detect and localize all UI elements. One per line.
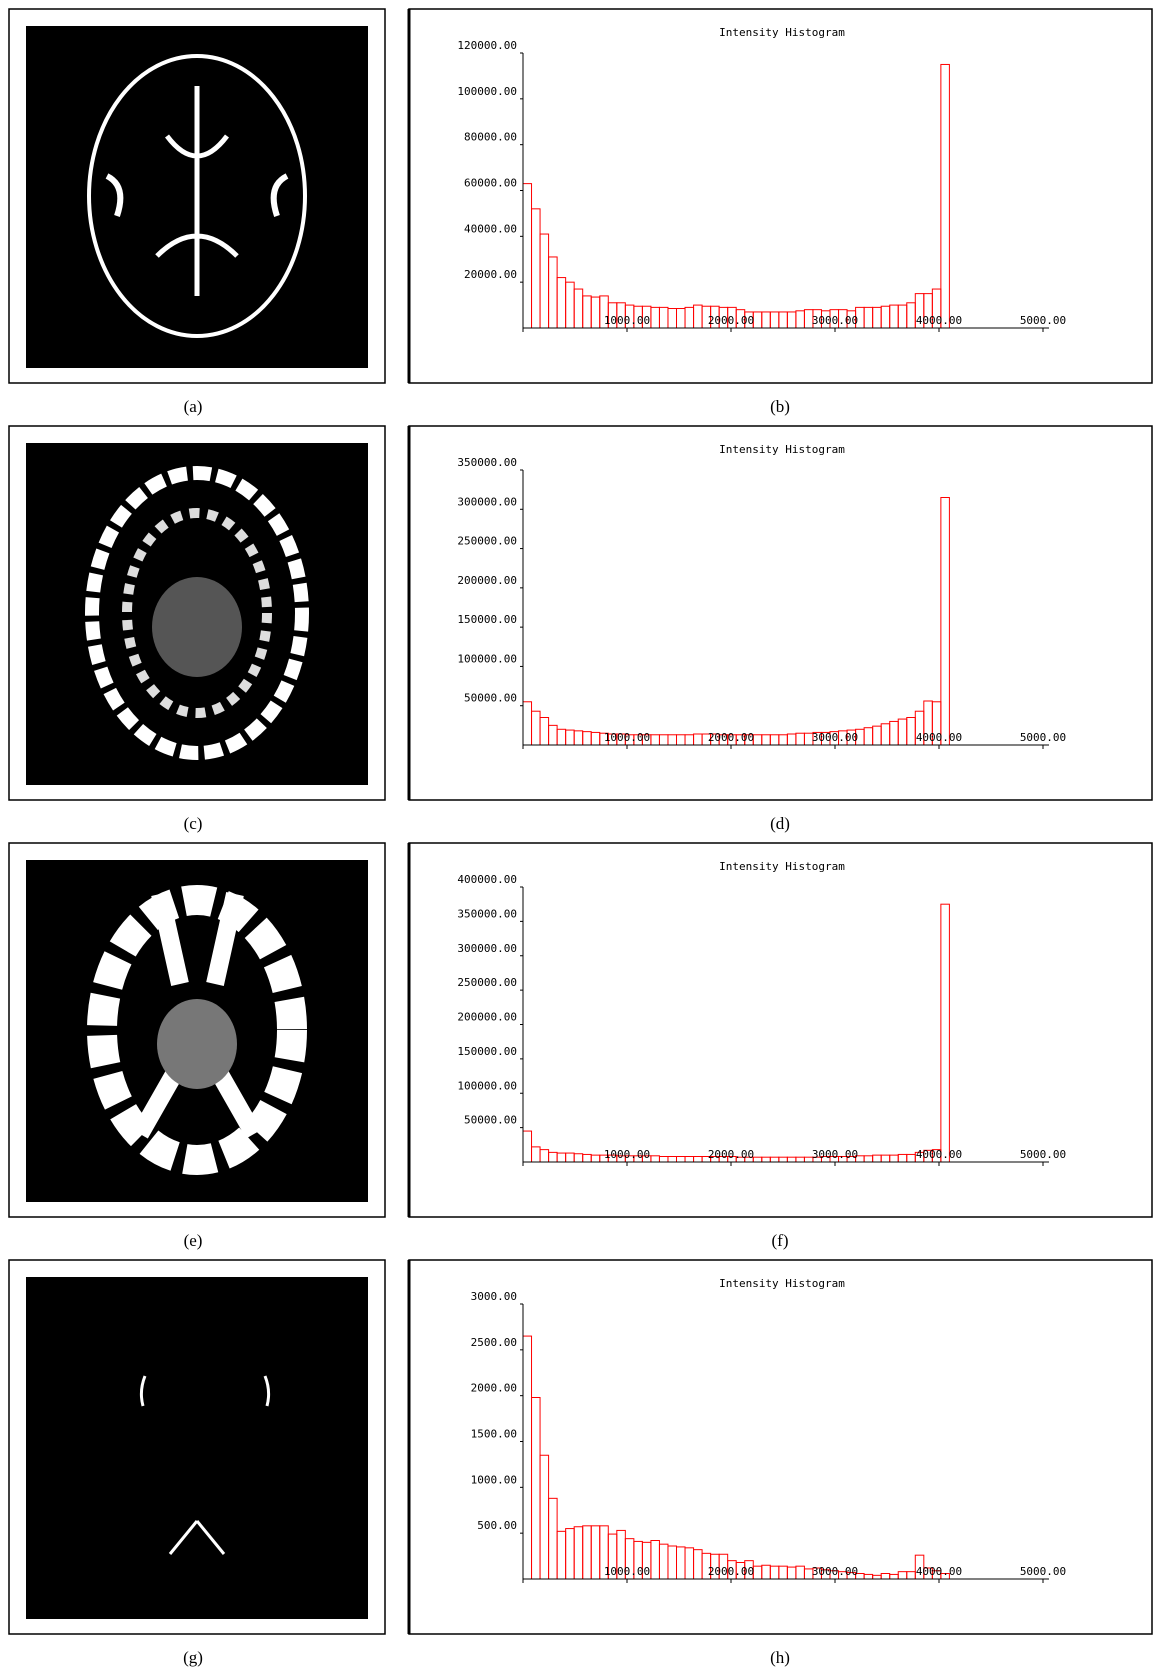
brain-image	[152, 577, 242, 677]
chart-title: Intensity Histogram	[719, 1277, 845, 1290]
y-tick-label: 200000.00	[457, 574, 517, 587]
y-tick-label: 50000.00	[464, 1114, 517, 1127]
x-tick-label: 4000.00	[916, 314, 962, 327]
image-caption: (g)	[183, 1648, 203, 1667]
x-tick-label: 2000.00	[708, 1148, 754, 1161]
chart-caption: (f)	[772, 1231, 789, 1250]
y-tick-label: 350000.00	[457, 456, 517, 469]
image-caption: (c)	[184, 814, 203, 833]
y-tick-label: 100000.00	[457, 1079, 517, 1092]
y-tick-label: 1000.00	[471, 1473, 517, 1486]
y-tick-label: 2000.00	[471, 1382, 517, 1395]
x-tick-label: 4000.00	[916, 1565, 962, 1578]
chart-caption: (h)	[770, 1648, 790, 1667]
x-tick-label: 5000.00	[1020, 314, 1066, 327]
y-tick-label: 120000.00	[457, 39, 517, 52]
x-tick-label: 1000.00	[604, 1148, 650, 1161]
y-tick-label: 350000.00	[457, 907, 517, 920]
y-tick-label: 500.00	[477, 1519, 517, 1532]
chart-caption: (b)	[770, 397, 790, 416]
image-background	[26, 1277, 368, 1619]
image-caption: (e)	[184, 1231, 203, 1250]
y-tick-label: 80000.00	[464, 131, 517, 144]
image-content	[89, 56, 305, 336]
y-tick-label: 60000.00	[464, 177, 517, 190]
y-tick-label: 50000.00	[464, 692, 517, 705]
y-tick-label: 250000.00	[457, 535, 517, 548]
y-tick-label: 300000.00	[457, 942, 517, 955]
chart-title: Intensity Histogram	[719, 860, 845, 873]
figure: (a) (b) Intensity Histogram 20000.00 40000.0…	[0, 0, 1153, 1669]
brain-image	[157, 999, 237, 1089]
x-tick-label: 4000.00	[916, 1148, 962, 1161]
x-tick-label: 2000.00	[708, 731, 754, 744]
y-tick-label: 200000.00	[457, 1011, 517, 1024]
y-tick-label: 150000.00	[457, 1045, 517, 1058]
x-tick-label: 5000.00	[1020, 1565, 1066, 1578]
x-tick-label: 1000.00	[604, 731, 650, 744]
y-tick-label: 20000.00	[464, 268, 517, 281]
chart-title: Intensity Histogram	[719, 443, 845, 456]
image-caption: (a)	[184, 397, 203, 416]
x-tick-label: 3000.00	[812, 1148, 858, 1161]
page: {"image_captions": ["(a)", "(c)", "(e)",…	[0, 0, 1153, 1669]
x-tick-label: 5000.00	[1020, 731, 1066, 744]
x-tick-label: 1000.00	[604, 1565, 650, 1578]
x-tick-label: 3000.00	[812, 731, 858, 744]
x-tick-label: 1000.00	[604, 314, 650, 327]
chart-caption: (d)	[770, 814, 790, 833]
brain-image	[89, 56, 305, 336]
x-tick-label: 4000.00	[916, 731, 962, 744]
x-tick-label: 2000.00	[708, 1565, 754, 1578]
y-tick-label: 3000.00	[471, 1290, 517, 1303]
x-tick-label: 3000.00	[812, 1565, 858, 1578]
y-tick-label: 40000.00	[464, 222, 517, 235]
x-tick-label: 2000.00	[708, 314, 754, 327]
y-tick-label: 100000.00	[457, 85, 517, 98]
y-tick-label: 300000.00	[457, 495, 517, 508]
y-tick-label: 2500.00	[471, 1336, 517, 1349]
y-tick-label: 400000.00	[457, 873, 517, 886]
y-tick-label: 100000.00	[457, 652, 517, 665]
x-tick-label: 5000.00	[1020, 1148, 1066, 1161]
chart-title: Intensity Histogram	[719, 26, 845, 39]
y-tick-label: 150000.00	[457, 613, 517, 626]
x-tick-label: 3000.00	[812, 314, 858, 327]
y-tick-label: 1500.00	[471, 1428, 517, 1441]
y-tick-label: 250000.00	[457, 976, 517, 989]
